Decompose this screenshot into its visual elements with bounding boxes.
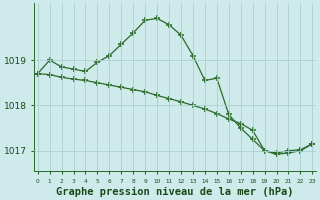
X-axis label: Graphe pression niveau de la mer (hPa): Graphe pression niveau de la mer (hPa) — [56, 186, 294, 197]
